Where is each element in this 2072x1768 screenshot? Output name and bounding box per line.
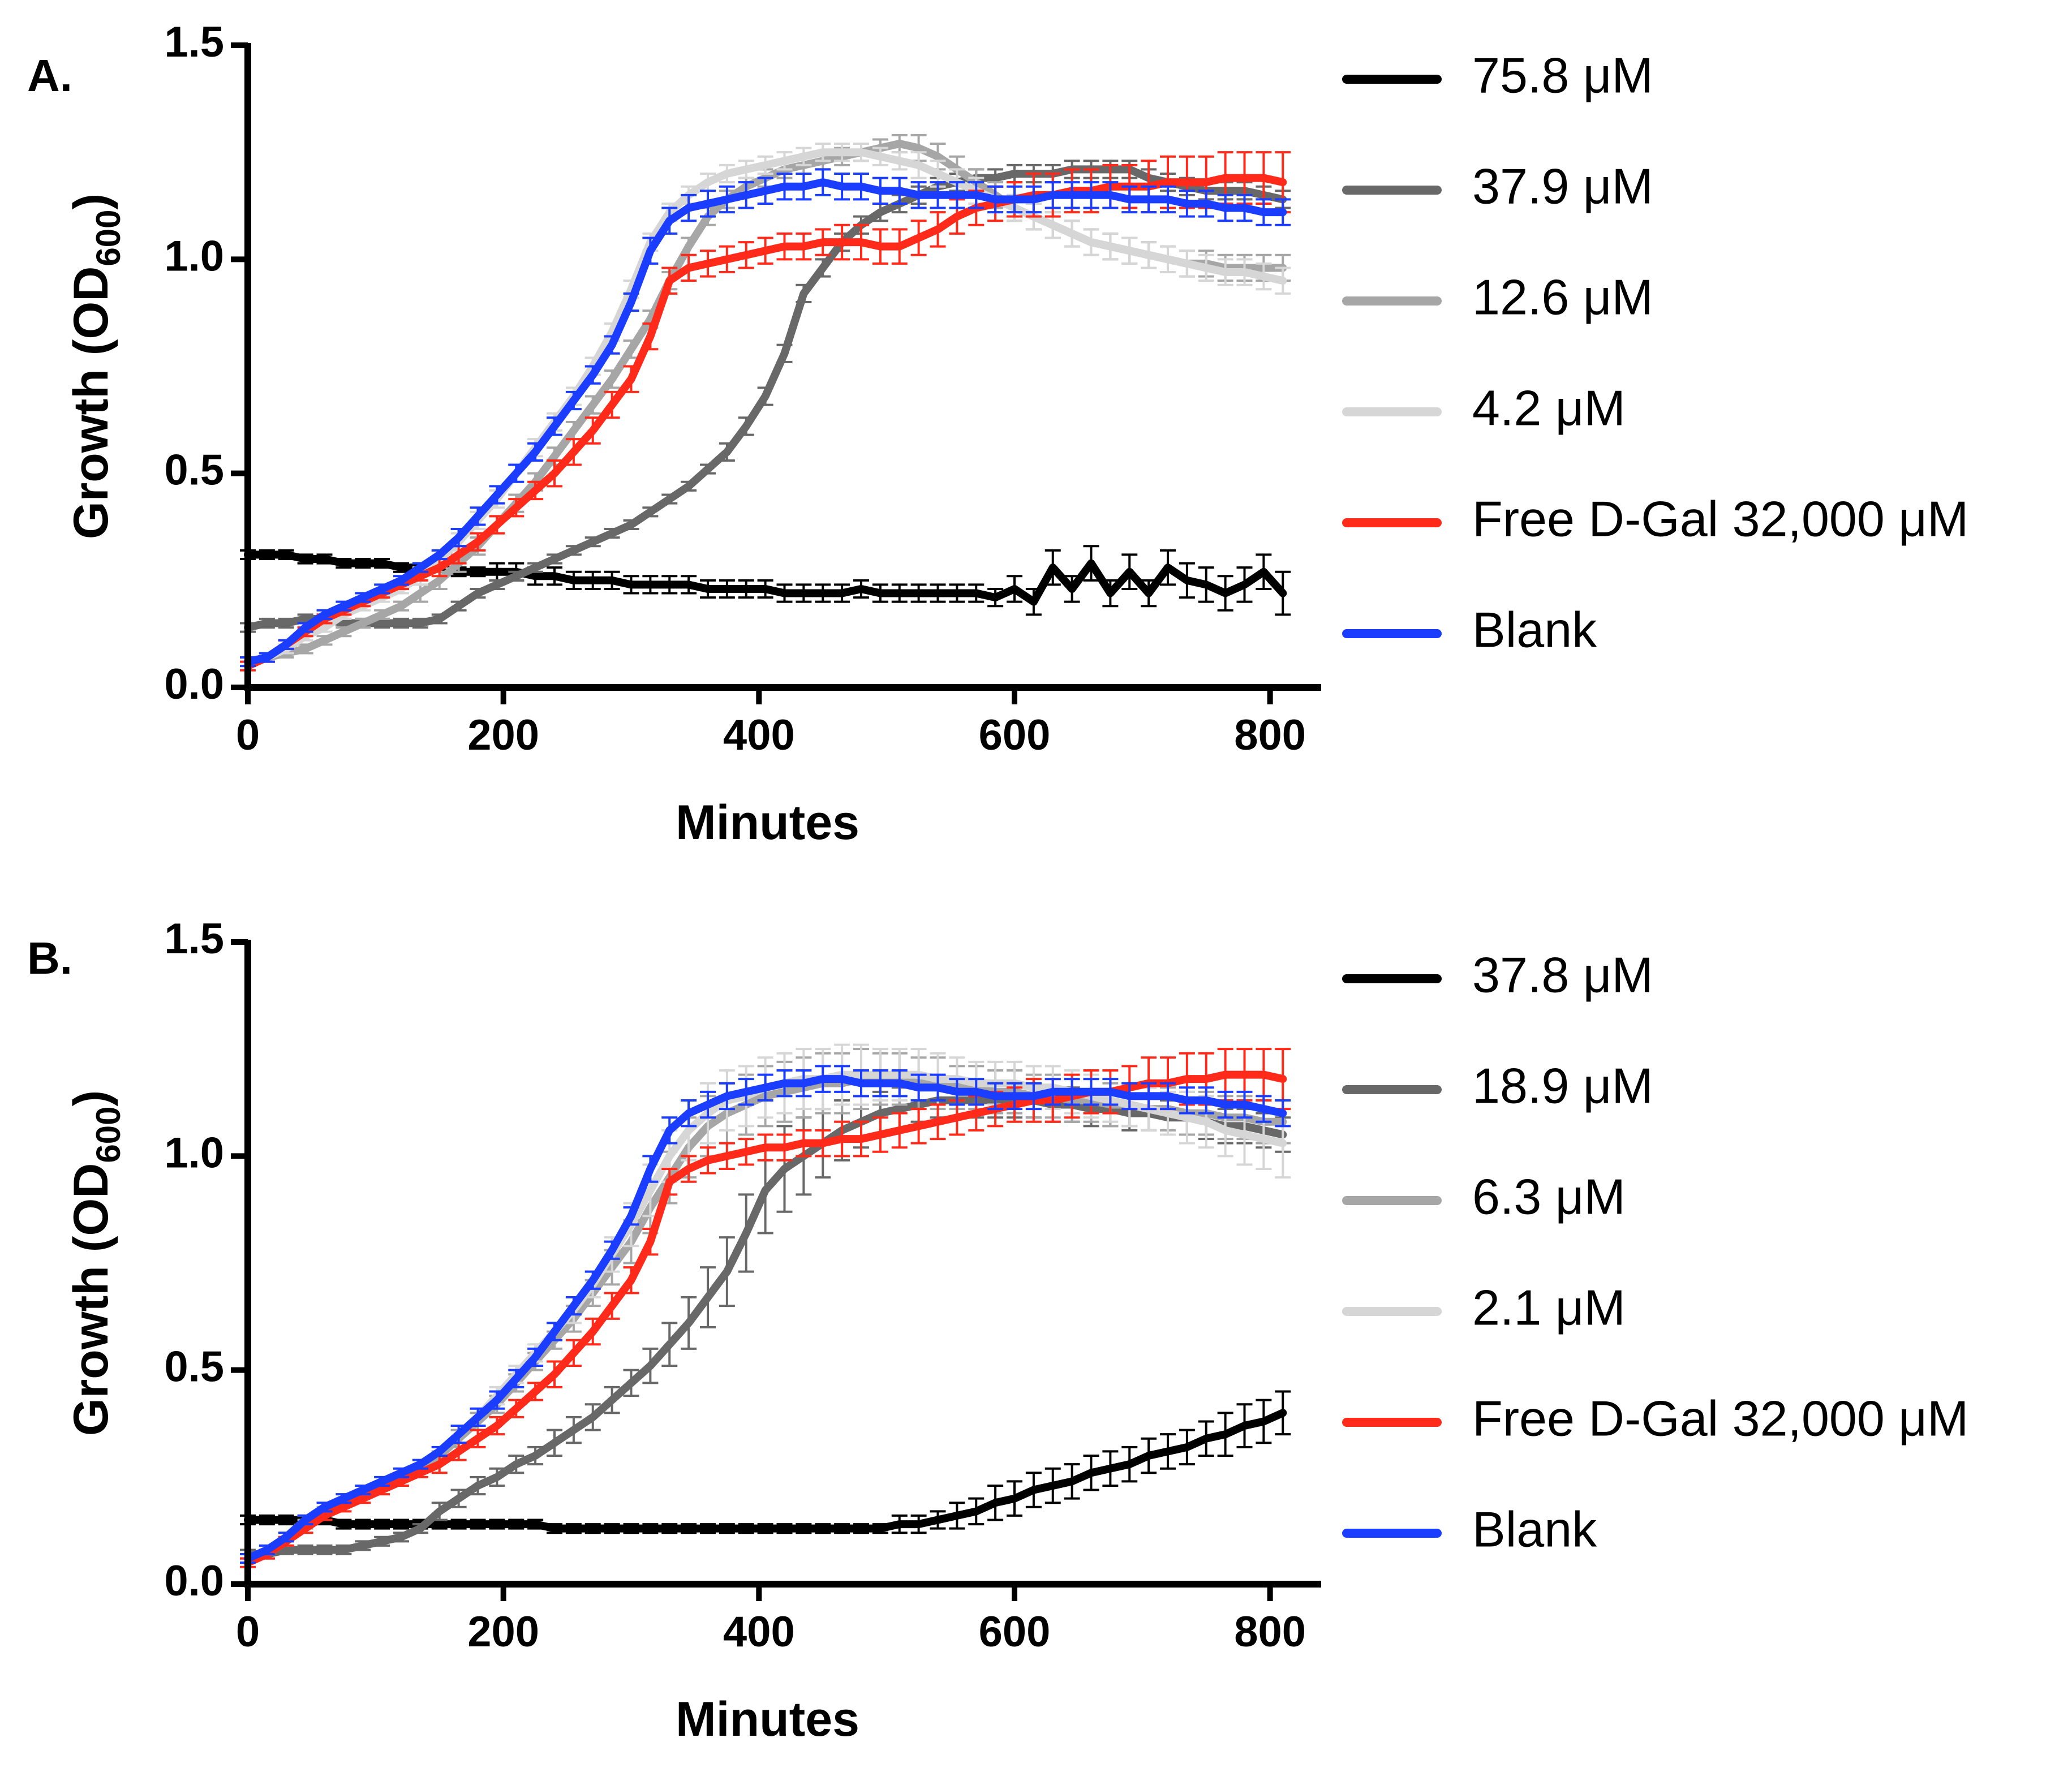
- legend-label: 18.9 μM: [1472, 1057, 1653, 1113]
- chart-panel-b: B. 0.0 0.5 1.0 1.5 0 200 400 600 800 Minutes Growth…: [27, 915, 1968, 1747]
- legend-label: 37.9 μM: [1472, 158, 1653, 214]
- legend-label: 6.3 μM: [1472, 1168, 1626, 1224]
- x-tick-label: 0: [236, 711, 260, 759]
- y-tick-label: 0.5: [164, 446, 224, 494]
- legend-label: Free D-Gal 32,000 μM: [1472, 491, 1968, 547]
- series-line: [244, 1075, 1287, 1563]
- y-tick-label: 1.5: [164, 18, 224, 66]
- series-line: [244, 178, 1287, 666]
- panel-label: A.: [27, 50, 72, 101]
- legend-label: 2.1 μM: [1472, 1279, 1626, 1335]
- y-tick-label: 0.0: [164, 660, 224, 708]
- series-5: [240, 1065, 1291, 1564]
- y-axis-label-close: ): [64, 193, 118, 210]
- legend: 75.8 μM 37.9 μM 12.6 μM 4.2 μM Free D-Gal 3…: [1342, 47, 1968, 657]
- x-tick-label: 800: [1234, 711, 1306, 759]
- legend-label: Blank: [1472, 1501, 1597, 1557]
- x-tick-label: 0: [236, 1608, 260, 1656]
- series-5: [240, 168, 1291, 668]
- y-axis-label: Growth (OD600): [64, 193, 127, 539]
- legend-label: 4.2 μM: [1472, 380, 1626, 436]
- y-axis-label-subscript: 600: [89, 210, 127, 266]
- x-tick-label: 200: [467, 1608, 539, 1656]
- legend-label: Blank: [1472, 601, 1597, 657]
- y-tick-label: 0.0: [164, 1557, 224, 1605]
- x-axis-label: Minutes: [676, 795, 859, 850]
- panel-label: B.: [27, 933, 72, 983]
- y-axis-label-subscript: 600: [89, 1107, 127, 1163]
- y-tick-label: 1.0: [164, 1129, 224, 1177]
- y-axis-label-text: Growth (OD: [64, 266, 118, 540]
- x-tick-label: 600: [979, 711, 1051, 759]
- y-axis-label-text: Growth (OD: [64, 1163, 118, 1436]
- y-axis-label-close: ): [64, 1090, 118, 1107]
- x-tick-label: 200: [467, 711, 539, 759]
- x-tick-label: 600: [979, 1608, 1051, 1656]
- x-tick-label: 800: [1234, 1608, 1306, 1656]
- series-1: [240, 160, 1291, 633]
- y-tick-label: 1.5: [164, 915, 224, 963]
- x-tick-label: 400: [723, 711, 795, 759]
- series-0: [240, 1390, 1291, 1534]
- y-tick-label: 0.5: [164, 1343, 224, 1391]
- chart-panel-a: A. 0.0 0.5 1.0 1.5 0 200 400 600 800 Minutes Growth…: [27, 18, 1968, 850]
- x-tick-label: 400: [723, 1608, 795, 1656]
- y-axis-label: Growth (OD600): [64, 1090, 127, 1436]
- legend-label: Free D-Gal 32,000 μM: [1472, 1390, 1968, 1446]
- legend-label: 37.8 μM: [1472, 947, 1653, 1003]
- x-axis-label: Minutes: [676, 1692, 859, 1747]
- legend-label: 75.8 μM: [1472, 47, 1653, 103]
- series-line: [244, 1070, 1287, 1567]
- y-tick-label: 1.0: [164, 232, 224, 280]
- legend-label: 12.6 μM: [1472, 269, 1653, 325]
- legend: 37.8 μM 18.9 μM 6.3 μM 2.1 μM Free D-Gal 32,…: [1342, 947, 1968, 1557]
